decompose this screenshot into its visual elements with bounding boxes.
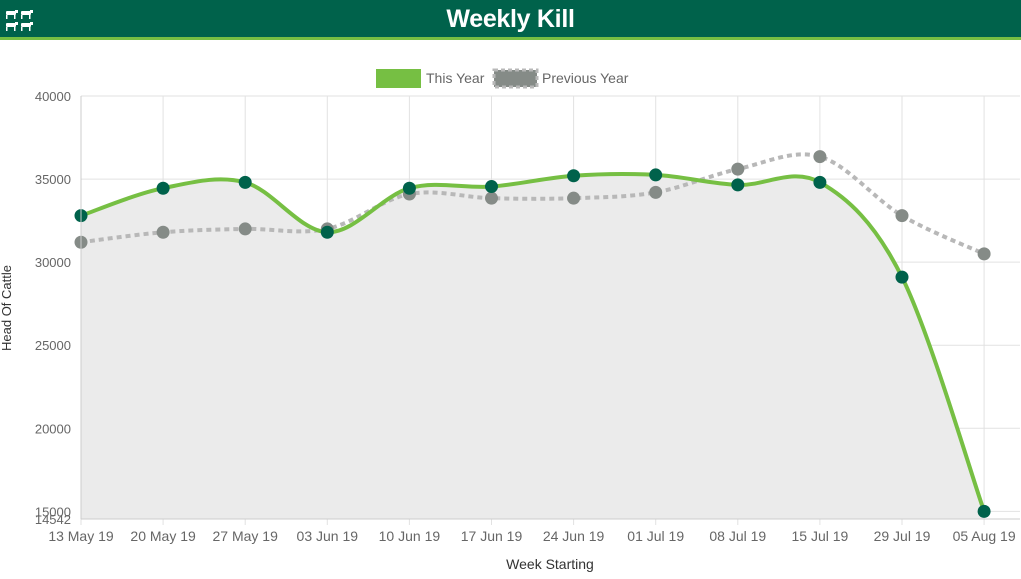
chart-legend: This Year Previous Year xyxy=(376,68,629,89)
this-year-point[interactable] xyxy=(320,225,334,239)
previous-year-point[interactable] xyxy=(156,225,170,239)
previous-year-line xyxy=(80,152,985,256)
chart-header: Weekly Kill xyxy=(0,0,1021,40)
data-points xyxy=(74,150,991,518)
this-year-point[interactable] xyxy=(731,178,745,192)
x-tick-label: 29 Jul 19 xyxy=(874,528,931,544)
y-tick-label: 14542 xyxy=(35,512,71,527)
x-tick-label: 03 Jun 19 xyxy=(297,528,359,544)
this-year-point[interactable] xyxy=(485,180,498,194)
y-tick-label: 15000 xyxy=(35,504,71,519)
legend-label-this-year[interactable]: This Year xyxy=(426,70,485,86)
y-axis-label: Head Of Cattle xyxy=(0,265,14,351)
y-tick-label: 25000 xyxy=(35,338,71,353)
x-tick-label: 08 Jul 19 xyxy=(709,528,766,544)
x-tick-label: 24 Jun 19 xyxy=(543,528,605,544)
previous-year-point[interactable] xyxy=(567,191,581,205)
this-year-point[interactable] xyxy=(567,169,581,183)
previous-year-point[interactable] xyxy=(813,150,827,164)
x-tick-label: 15 Jul 19 xyxy=(791,528,848,544)
this-year-area xyxy=(81,173,985,520)
y-tick-label: 30000 xyxy=(35,255,71,270)
previous-year-point[interactable] xyxy=(731,162,745,176)
this-year-point[interactable] xyxy=(649,168,663,182)
legend-label-previous-year[interactable]: Previous Year xyxy=(542,70,629,86)
y-tick-label: 35000 xyxy=(35,172,71,187)
this-year-point[interactable] xyxy=(238,175,252,189)
previous-year-point[interactable] xyxy=(649,185,663,199)
this-year-point[interactable] xyxy=(156,181,170,195)
this-year-point[interactable] xyxy=(977,504,991,518)
previous-year-point[interactable] xyxy=(238,222,252,236)
chart-title: Weekly Kill xyxy=(446,5,575,33)
this-year-point[interactable] xyxy=(813,175,827,189)
y-tick-label: 20000 xyxy=(35,421,71,436)
x-tick-label: 13 May 19 xyxy=(48,528,114,544)
y-tick-label: 40000 xyxy=(35,89,71,104)
this-year-point[interactable] xyxy=(895,270,909,284)
previous-year-point[interactable] xyxy=(485,191,498,205)
x-tick-label: 10 Jun 19 xyxy=(379,528,441,544)
legend-swatch-previous-year[interactable] xyxy=(492,68,539,89)
x-tick-label: 01 Jul 19 xyxy=(627,528,684,544)
previous-year-point[interactable] xyxy=(895,209,909,223)
previous-year-point[interactable] xyxy=(977,247,991,261)
x-axis-label: Week Starting xyxy=(506,556,594,572)
x-tick-label: 27 May 19 xyxy=(213,528,279,544)
legend-swatch-this-year[interactable] xyxy=(376,69,421,88)
x-tick-label: 05 Aug 19 xyxy=(953,528,1016,544)
x-tick-label: 17 Jun 19 xyxy=(461,528,523,544)
area-fill xyxy=(81,173,985,520)
this-year-point[interactable] xyxy=(402,181,416,195)
x-tick-label: 20 May 19 xyxy=(130,528,196,544)
cattle-icon xyxy=(5,9,37,38)
